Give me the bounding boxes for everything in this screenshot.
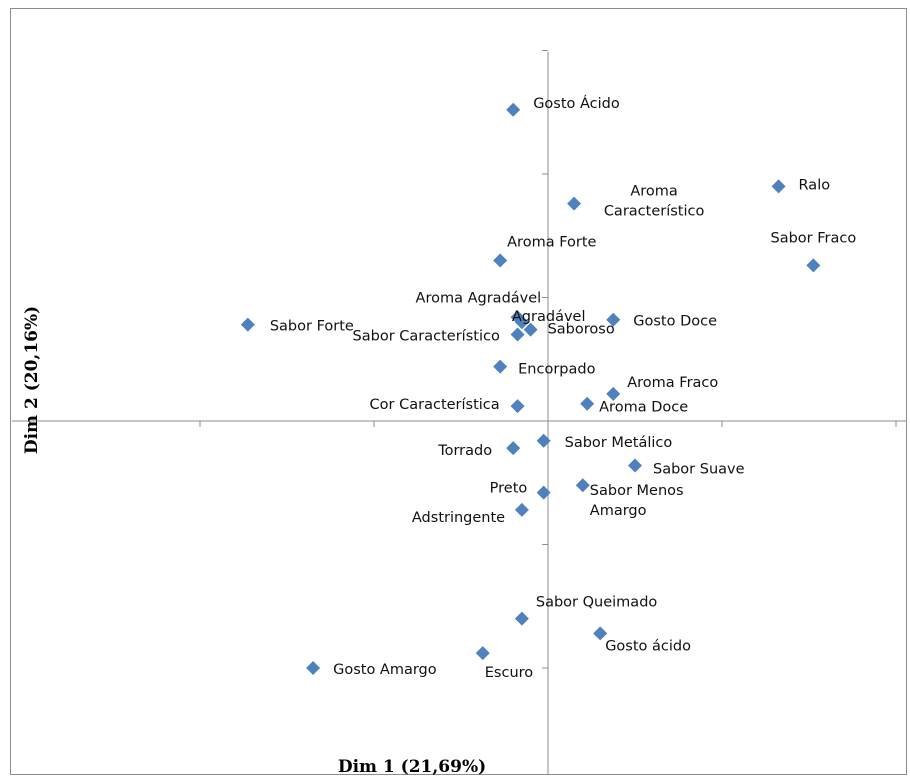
data-label: Gosto Amargo [333,662,437,678]
axes [12,50,906,774]
data-label: Adstringente [412,510,505,526]
data-label: Encorpado [518,362,595,378]
data-label: Gosto ácido [605,638,691,654]
chart-frame [10,8,907,775]
data-point [580,396,595,411]
data-label: Aroma Agradável [416,290,542,306]
data-point [514,611,529,626]
data-point [536,433,551,448]
data-point [593,626,608,641]
data-point [514,315,529,330]
data-point [536,485,551,500]
data-label: Sabor Suave [653,461,745,477]
data-labels: Gosto Ácido Aroma Característico Ralo Aroma … [270,95,856,681]
data-label: Sabor Característico [353,329,500,345]
data-label: Aroma Característico [604,184,705,220]
data-point [493,253,508,268]
data-point [567,196,582,211]
data-point [575,478,590,493]
data-label: Escuro [485,665,534,681]
data-point [510,399,525,414]
data-point [514,502,529,517]
x-axis-title: Dim 1 (21,69%) [338,757,486,777]
data-label: Agradável [512,309,586,325]
data-point [523,322,538,337]
data-label: Preto [490,481,528,497]
data-label: Sabor Queimado [536,595,658,611]
data-label: Torrado [437,443,492,459]
data-point [771,179,786,194]
data-label: Sabor Menos Amargo [590,483,684,519]
data-label: Cor Característica [370,397,500,413]
data-point [306,661,321,675]
data-point [606,312,621,327]
data-point [506,441,521,456]
data-label: Aroma Doce [599,400,688,416]
y-axis-title: Dim 2 (20,16%) [22,306,42,454]
data-label: Gosto Doce [633,314,717,330]
data-point [493,359,508,374]
data-point [506,102,521,117]
data-points [240,102,821,675]
data-label: Sabor Metálico [565,435,673,451]
data-point [606,386,621,401]
data-label: Gosto Ácido [533,95,620,112]
data-point [510,327,525,342]
data-point [240,317,255,332]
data-point [475,646,490,661]
data-label: Sabor Fraco [770,230,856,246]
data-label: Sabor Forte [270,319,354,335]
data-label: Ralo [799,177,831,193]
data-point [806,258,821,273]
data-point [628,458,642,473]
data-label: Saboroso [548,322,615,338]
data-label: Aroma Fraco [627,375,718,391]
data-label: Aroma Forte [507,234,596,250]
